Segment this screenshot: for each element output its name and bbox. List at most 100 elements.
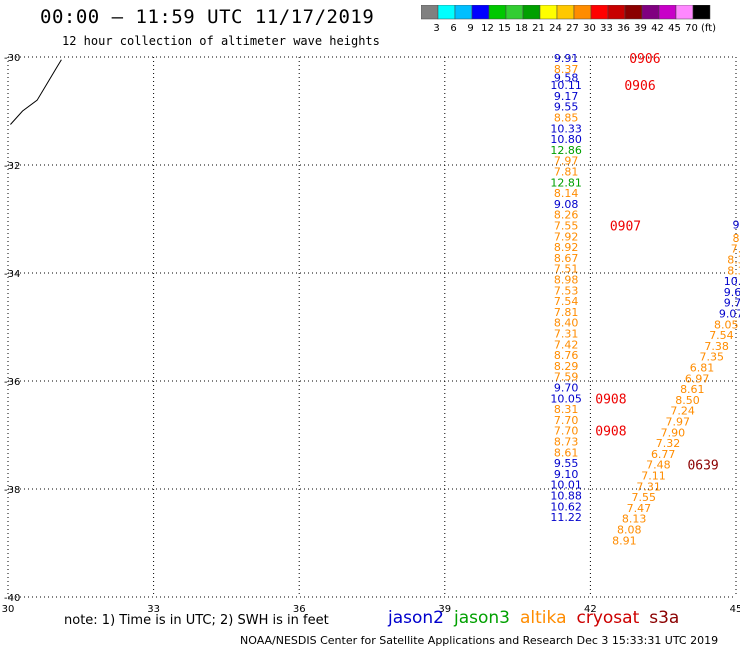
legend-item: s3a (649, 608, 680, 628)
wave-height-label: 7.55 (632, 491, 657, 504)
satellite-legend: jason2 jason3 altika cryosat s3a (388, 608, 689, 628)
y-tick-label: -32 (4, 161, 20, 172)
scale-label: 15 (498, 23, 511, 34)
coastline (10, 59, 62, 125)
x-tick-label: 45 (730, 604, 740, 615)
wave-height-label: 8.3 (727, 254, 740, 267)
scale-swatch (692, 5, 711, 20)
wave-height-label: 7.90 (661, 426, 686, 439)
wave-height-label: 7.81 (554, 306, 579, 319)
wave-height-label: 10.01 (550, 479, 582, 492)
y-tick-label: -36 (4, 377, 20, 388)
scale-label: 6 (450, 23, 456, 34)
wave-height-label: 7.59 (554, 371, 579, 384)
wave-height-label: 8.91 (612, 534, 637, 547)
x-tick-label: 30 (2, 604, 15, 615)
x-tick-label: 42 (584, 604, 597, 615)
time-annotation: 0907 (610, 219, 641, 234)
wave-height-label: 7.97 (554, 155, 579, 168)
legend-item: jason3 (454, 608, 510, 628)
chart-subtitle: 12 hour collection of altimeter wave hei… (62, 34, 380, 48)
wave-height-label: 7.92 (554, 230, 579, 243)
chart-title: 00:00 – 11:59 UTC 11/17/2019 (40, 6, 375, 28)
wave-height-label: 8.29 (554, 360, 579, 373)
wave-height-label: 7.70 (554, 425, 579, 438)
legend-item: altika (520, 608, 567, 628)
wave-height-label: 7.35 (699, 351, 724, 364)
wave-height-label: 8.40 (554, 317, 579, 330)
wave-height-label: 9.10 (554, 468, 579, 481)
wave-height-label: 7.31 (554, 327, 579, 340)
wave-height-label: 7.70 (554, 414, 579, 427)
scale-label: 70 (685, 23, 698, 34)
wave-height-label: 9.17 (554, 90, 579, 103)
wave-height-label: 8.31 (554, 403, 579, 416)
wave-height-label: 7.54 (554, 295, 579, 308)
y-tick-label: -38 (4, 485, 20, 496)
wave-height-label: 12.81 (550, 176, 582, 189)
wave-height-label: 7.42 (554, 338, 579, 351)
wave-height-label: 9.70 (554, 381, 579, 394)
wave-height-label: 9.70 (724, 297, 740, 310)
wave-height-label: 10.33 (550, 122, 582, 135)
wave-height-label: 10.05 (550, 392, 582, 405)
wave-height-label: 10.80 (550, 133, 582, 146)
time-annotation: 0906 (629, 52, 660, 67)
credit-line: NOAA/NESDIS Center for Satellite Applica… (240, 634, 719, 647)
wave-height-label: 9.58 (554, 72, 579, 85)
scale-label: 36 (617, 23, 630, 34)
wave-height-label: 10.62 (550, 500, 582, 513)
legend-item: cryosat (576, 608, 640, 628)
wave-height-label: 7.55 (554, 219, 579, 232)
wave-height-label: 12.86 (550, 144, 582, 157)
legend-item: jason2 (388, 608, 444, 628)
units-note: note: 1) Time is in UTC; 2) SWH is in fe… (64, 613, 329, 628)
time-annotation: 0639 (687, 459, 718, 474)
wave-height-label: 9.55 (554, 101, 579, 114)
wave-height-label: 9.55 (554, 457, 579, 470)
wave-height-label: 8.26 (554, 209, 579, 222)
wave-height-label: 8.85 (554, 111, 579, 124)
wave-height-label: 8.92 (554, 241, 579, 254)
wave-height-label: 9.91 (554, 52, 579, 65)
wave-height-label: 8.67 (554, 252, 579, 265)
x-tick-label: 33 (147, 604, 160, 615)
wave-height-label: 9 (733, 218, 740, 231)
wave-height-label: 10.8 (724, 275, 740, 288)
wave-height-label: 7.24 (670, 405, 695, 418)
wave-height-label: 7.32 (656, 437, 681, 450)
scale-label: 21 (532, 23, 545, 34)
wave-height-label: 6.81 (690, 362, 715, 375)
wave-height-label: 9.08 (554, 198, 579, 211)
wave-height-label: 9.63 (724, 286, 740, 299)
time-annotation: 0906 (624, 79, 655, 94)
wave-height-label: 7.31 (636, 480, 661, 493)
wave-height-label: 7.97 (666, 416, 691, 429)
wave-height-label: 8.08 (617, 524, 642, 537)
wave-height-label: 7.54 (709, 329, 734, 342)
scale-label: 9 (467, 23, 473, 34)
wave-height-label: 8.73 (554, 435, 579, 448)
y-tick-label: -40 (4, 593, 20, 604)
wave-height-label: 6.77 (651, 448, 676, 461)
wave-height-label: 9.07 (719, 308, 740, 321)
wave-height-label: 7.53 (554, 284, 579, 297)
wave-height-label: 7.38 (704, 340, 729, 353)
wave-height-label: 8.76 (554, 349, 579, 362)
scale-label: 18 (515, 23, 528, 34)
wave-height-label: 10.11 (550, 79, 582, 92)
wave-height-label: 8.50 (675, 394, 700, 407)
y-tick-label: -30 (4, 53, 20, 64)
scale-label: (ft) (701, 23, 716, 34)
x-tick-label: 39 (438, 604, 451, 615)
wave-height-label: 7. (731, 243, 740, 256)
wave-height-label: 6.97 (685, 372, 710, 385)
time-annotation: 0908 (595, 392, 626, 407)
scale-label: 12 (481, 23, 494, 34)
scale-label: 42 (651, 23, 664, 34)
x-tick-label: 36 (293, 604, 306, 615)
wave-height-label: 8.61 (554, 446, 579, 459)
wave-height-label: 8.61 (680, 383, 705, 396)
wave-height-label: 8.98 (554, 273, 579, 286)
